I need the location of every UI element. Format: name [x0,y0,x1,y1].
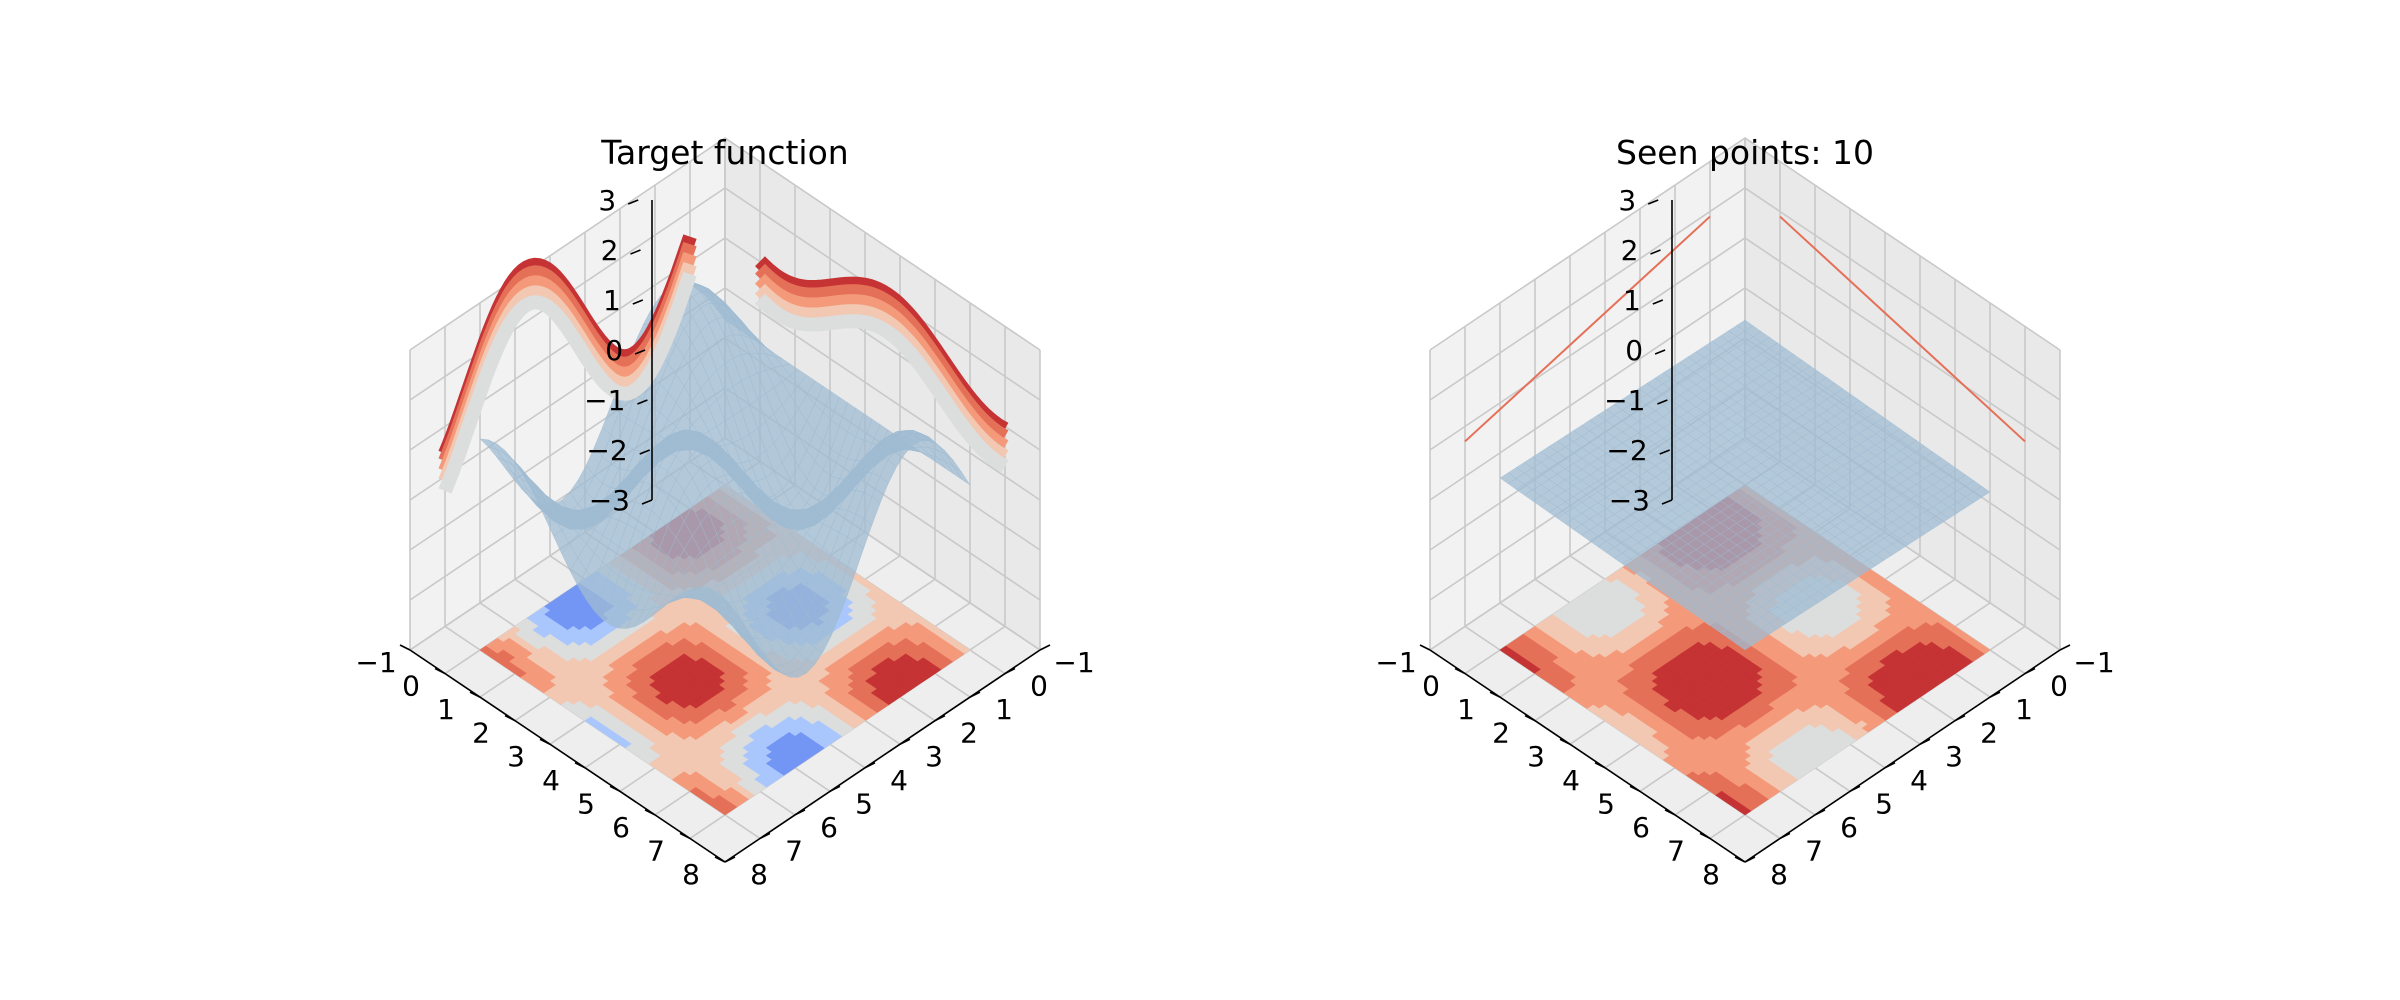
z-tick-label: 3 [598,184,616,217]
gridline [409,287,1041,501]
x-tick-label: 2 [960,717,978,750]
y-tick-label: 1 [437,693,455,726]
z-tick-label: −1 [584,384,625,417]
x-tick-label: 6 [820,811,838,844]
x-tick-label: 0 [1030,670,1048,703]
z-tick-label: −3 [589,484,630,517]
y-tick-label: 3 [507,740,525,773]
x-tick-label: 5 [855,787,873,820]
x-tick-label: 7 [785,834,803,867]
z-tick-label: 0 [605,334,623,367]
y-tick-label: 4 [542,764,560,797]
z-tick-label: 1 [603,284,621,317]
y-tick-label: 6 [612,811,630,844]
x-tick-label: 8 [750,858,768,891]
y-tick-label: −1 [355,646,396,679]
y-tick-mark [399,644,411,651]
x-tick-label: 3 [925,740,943,773]
y-tick-label: 2 [472,717,490,750]
y-tick-label: 7 [647,834,665,867]
z-tick-label: −2 [586,434,627,467]
x-tick-label: 4 [890,764,908,797]
x-tick-mark [1039,644,1051,651]
y-tick-label: 5 [577,787,595,820]
x-tick-label: 1 [995,693,1013,726]
gridline [409,187,1041,401]
x-tick-label: −1 [1053,646,1094,679]
y-tick-label: 0 [402,670,420,703]
z-tick-label: 2 [601,234,619,267]
y-tick-label: 8 [682,858,700,891]
chart-title: Target function [600,133,848,172]
